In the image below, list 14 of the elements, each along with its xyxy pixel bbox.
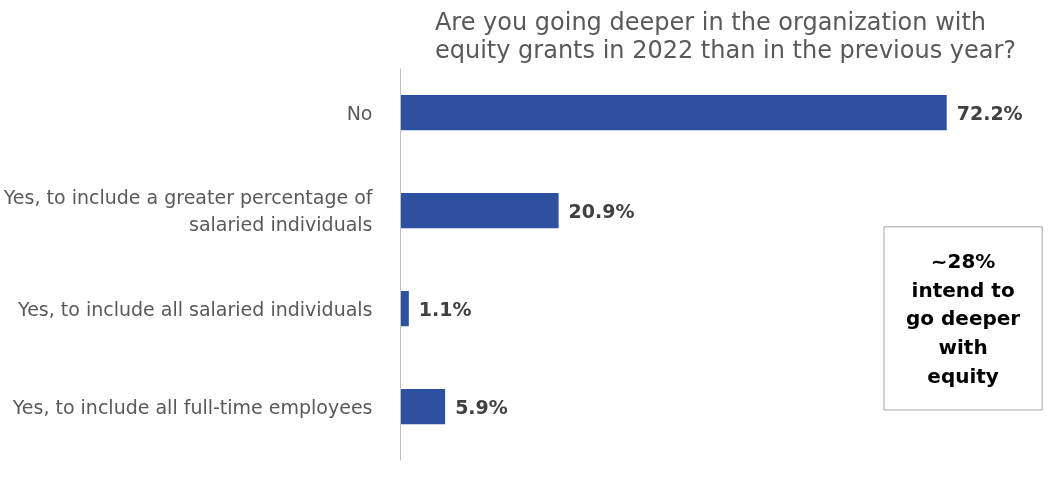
data-label: 20.9%: [568, 199, 635, 222]
bar: [400, 290, 409, 327]
chart-title: Are you going deeper in the organization with equity grants in 2022 than in the previous year?: [434, 7, 1017, 64]
y-tick-label: Yes, to include all full-time employees: [11, 395, 373, 418]
annotation: ~28% intend to go deeper with equity: [906, 248, 1021, 388]
bar: [400, 388, 446, 425]
y-tick-label: Yes, to include all salaried individuals: [17, 297, 373, 320]
y-tick-label: No: [346, 101, 373, 124]
data-label: 72.2%: [956, 101, 1023, 124]
bar: [400, 192, 559, 229]
data-label: 1.1%: [418, 297, 472, 320]
y-tick-label: Yes, to include a greater percentage of salaried individuals: [2, 186, 374, 235]
bar: [400, 94, 947, 131]
data-label: 5.9%: [455, 395, 508, 418]
